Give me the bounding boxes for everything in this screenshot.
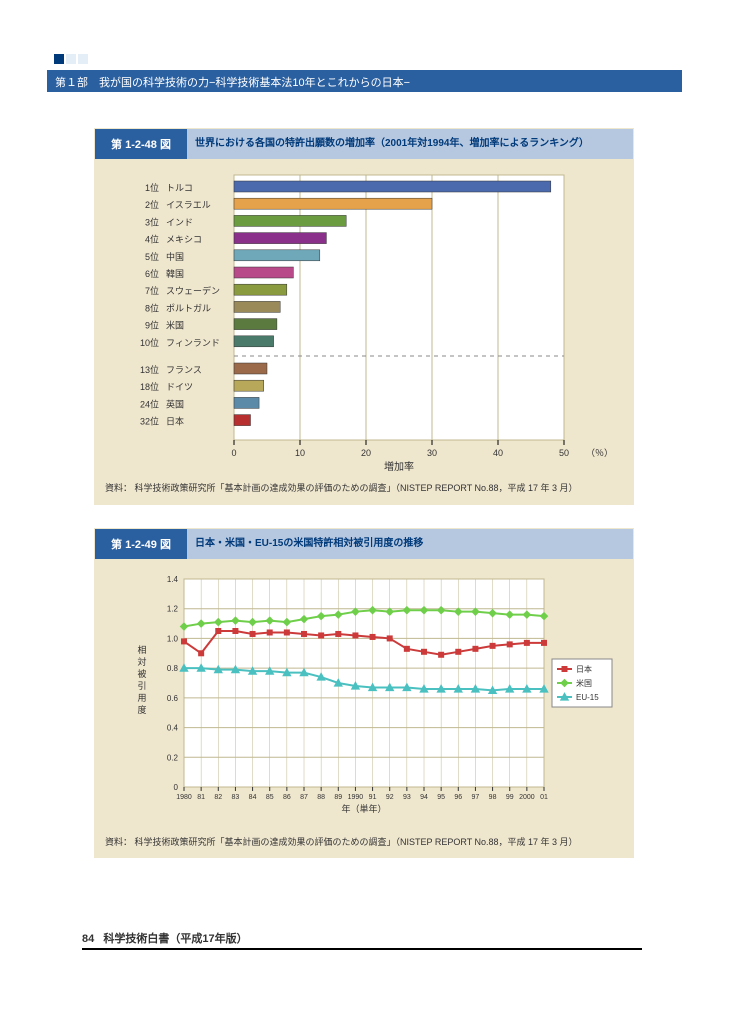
svg-text:88: 88	[317, 794, 325, 801]
svg-text:10: 10	[295, 448, 305, 458]
figure-title: 世界における各国の特許出願数の増加率（2001年対1994年、増加率によるランキ…	[187, 129, 633, 159]
svg-text:日本: 日本	[576, 664, 592, 674]
svg-text:対: 対	[137, 656, 146, 667]
svg-text:用: 用	[137, 693, 146, 703]
figure-header: 第 1-2-48 図 世界における各国の特許出願数の増加率（2001年対1994…	[95, 129, 633, 159]
svg-text:イスラエル: イスラエル	[166, 200, 211, 210]
svg-text:40: 40	[493, 448, 503, 458]
figure-header: 第 1-2-49 図 日本・米国・EU-15の米国特許相対被引用度の推移	[95, 529, 633, 559]
svg-text:3位: 3位	[145, 216, 159, 227]
svg-text:95: 95	[437, 794, 445, 801]
svg-text:1位: 1位	[145, 182, 159, 193]
svg-text:0.6: 0.6	[167, 694, 179, 703]
svg-text:9位: 9位	[145, 320, 159, 331]
svg-text:英国: 英国	[166, 398, 184, 409]
header-squares-icon	[54, 54, 90, 67]
svg-text:4位: 4位	[145, 234, 159, 245]
figure-source: 資料： 科学技術政策研究所「基本計画の達成効果の評価のための調査」（NISTEP…	[95, 477, 633, 500]
svg-text:84: 84	[249, 794, 257, 801]
svg-text:7位: 7位	[145, 285, 159, 296]
svg-text:5位: 5位	[145, 251, 159, 262]
svg-text:98: 98	[489, 794, 497, 801]
svg-text:中国: 中国	[166, 251, 184, 262]
svg-text:1980: 1980	[176, 794, 192, 801]
svg-text:82: 82	[214, 794, 222, 801]
breadcrumb: 第１部 我が国の科学技術の力−科学技術基本法10年とこれからの日本−	[47, 70, 682, 92]
svg-text:83: 83	[232, 794, 240, 801]
svg-text:フランス: フランス	[166, 365, 202, 375]
svg-text:2位: 2位	[145, 199, 159, 210]
svg-text:1.4: 1.4	[167, 575, 179, 584]
figure-1-2-49: 第 1-2-49 図 日本・米国・EU-15の米国特許相対被引用度の推移 0 0.…	[94, 528, 634, 858]
svg-text:81: 81	[197, 794, 205, 801]
svg-text:91: 91	[369, 794, 377, 801]
svg-text:10位: 10位	[140, 337, 159, 348]
svg-text:0.4: 0.4	[167, 724, 179, 733]
svg-text:1990: 1990	[348, 794, 364, 801]
svg-text:30: 30	[427, 448, 437, 458]
svg-text:インド: インド	[166, 217, 193, 227]
svg-text:01: 01	[540, 794, 548, 801]
svg-text:86: 86	[283, 794, 291, 801]
svg-text:97: 97	[472, 794, 480, 801]
figure-1-2-48: 第 1-2-48 図 世界における各国の特許出願数の増加率（2001年対1994…	[94, 128, 634, 505]
svg-text:32位: 32位	[140, 416, 159, 427]
svg-text:EU-15: EU-15	[576, 693, 599, 702]
svg-text:メキシコ: メキシコ	[166, 235, 202, 245]
svg-text:89: 89	[334, 794, 342, 801]
svg-text:2000: 2000	[519, 794, 535, 801]
svg-text:米国: 米国	[166, 320, 184, 331]
svg-text:0.2: 0.2	[167, 753, 179, 762]
svg-text:（％）: （％）	[586, 448, 613, 458]
figure-number: 第 1-2-48 図	[95, 129, 187, 159]
svg-text:18位: 18位	[140, 381, 159, 392]
svg-text:99: 99	[506, 794, 514, 801]
svg-text:92: 92	[386, 794, 394, 801]
figure-source: 資料： 科学技術政策研究所「基本計画の達成効果の評価のための調査」（NISTEP…	[95, 831, 633, 854]
svg-text:8位: 8位	[145, 302, 159, 313]
svg-text:米国: 米国	[576, 678, 592, 688]
svg-text:20: 20	[361, 448, 371, 458]
svg-text:93: 93	[403, 794, 411, 801]
svg-text:被: 被	[137, 668, 146, 679]
svg-text:6位: 6位	[145, 268, 159, 279]
svg-text:年（単年）: 年（単年）	[341, 803, 386, 814]
svg-text:0: 0	[231, 448, 236, 458]
book-title: 科学技術白書（平成17年版）	[103, 933, 247, 945]
svg-text:0: 0	[174, 783, 179, 792]
page-number: 84	[82, 933, 94, 945]
svg-text:韓国: 韓国	[166, 269, 184, 279]
svg-text:スウェーデン: スウェーデン	[166, 285, 220, 296]
figure-number: 第 1-2-49 図	[95, 529, 187, 559]
svg-text:日本: 日本	[166, 416, 184, 427]
bar-chart: 0 10 20 30 40 50 （％） 増加率 1位トルコ 2位イスラエル 3位インド 4位メキシコ…	[104, 167, 624, 477]
figure-title: 日本・米国・EU-15の米国特許相対被引用度の推移	[187, 529, 633, 559]
svg-text:85: 85	[266, 794, 274, 801]
svg-text:1.0: 1.0	[167, 634, 179, 643]
svg-text:13位: 13位	[140, 364, 159, 375]
svg-text:度: 度	[137, 704, 146, 715]
page-footer: 84 科学技術白書（平成17年版）	[82, 930, 642, 950]
svg-text:フィンランド: フィンランド	[166, 338, 220, 348]
svg-text:50: 50	[559, 448, 569, 458]
svg-text:ポルトガル: ポルトガル	[166, 303, 211, 313]
svg-text:引: 引	[137, 681, 146, 691]
svg-text:96: 96	[454, 794, 462, 801]
svg-text:87: 87	[300, 794, 308, 801]
svg-text:24位: 24位	[140, 398, 159, 409]
svg-text:1.2: 1.2	[167, 605, 179, 614]
svg-text:94: 94	[420, 794, 428, 801]
svg-text:0.8: 0.8	[167, 664, 179, 673]
line-chart: 0 0.2 0.4 0.6 0.8 1.0 1.2 1.4 1980 81 82 83 84 85 86 87…	[104, 567, 624, 831]
svg-text:トルコ: トルコ	[166, 183, 193, 193]
svg-text:増加率: 増加率	[384, 460, 414, 473]
svg-text:ドイツ: ドイツ	[166, 382, 193, 392]
svg-text:相: 相	[137, 644, 146, 655]
